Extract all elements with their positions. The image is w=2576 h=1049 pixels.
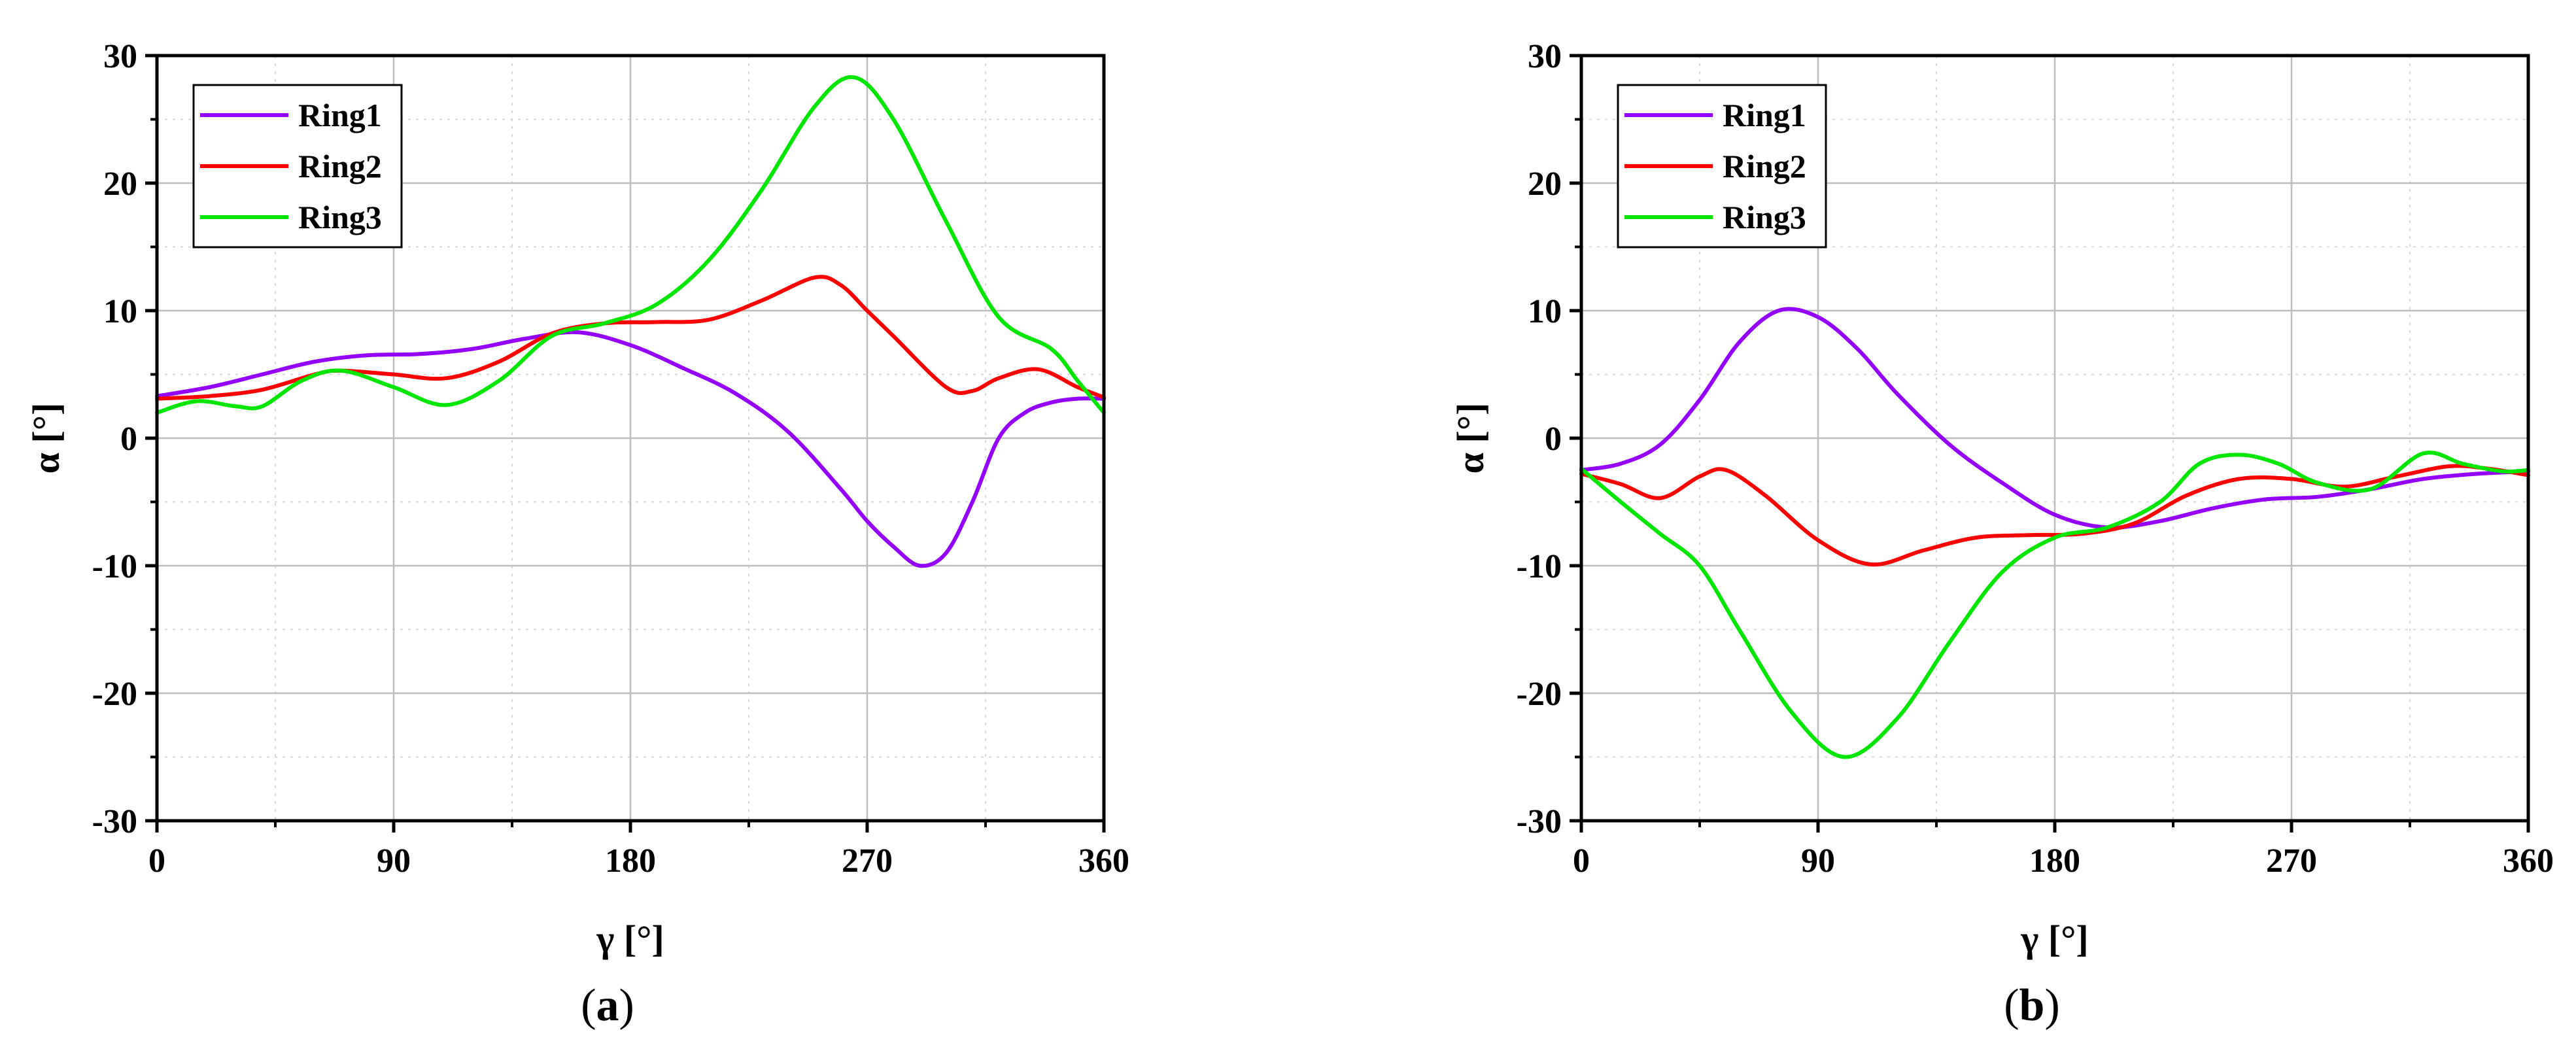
series-line-ring1 xyxy=(155,330,1106,568)
x-tick-label: 360 xyxy=(1078,842,1129,880)
x-tick-label: 180 xyxy=(605,842,656,880)
series-group xyxy=(155,75,1106,568)
y-tick-label: 30 xyxy=(103,38,137,75)
y-tick-label: -10 xyxy=(92,548,137,585)
x-axis-title: γ [°] xyxy=(2020,918,2088,960)
legend: Ring1 Ring2 Ring3 xyxy=(1617,84,1827,249)
panel-label: (a) xyxy=(581,980,634,1031)
series-line-ring3 xyxy=(1579,451,2530,759)
y-tick-label: -20 xyxy=(92,676,137,713)
y-tick-label: -30 xyxy=(92,803,137,840)
y-tick-label: 10 xyxy=(1528,293,1562,330)
x-tick-label: 270 xyxy=(2266,842,2317,880)
x-tick-label: 0 xyxy=(148,842,165,880)
x-tick-label: 0 xyxy=(1573,842,1590,880)
legend-label-ring3: Ring3 xyxy=(1723,199,1806,235)
y-axis-title: α [°] xyxy=(1449,403,1492,474)
chart-panel-b: 0 90 180 270 360 -30 -20 -10 0 10 20 30 γ [°] α [°] Ri… xyxy=(1449,38,2554,1031)
x-tick-label: 90 xyxy=(377,842,411,880)
y-tick-label: 20 xyxy=(103,165,137,203)
y-tick-label: -30 xyxy=(1517,803,1562,840)
series-group xyxy=(1579,307,2530,759)
y-tick-label: 10 xyxy=(103,293,137,330)
panel-label: (b) xyxy=(2004,980,2060,1031)
y-tick-label: 0 xyxy=(1545,421,1562,458)
legend: Ring1 Ring2 Ring3 xyxy=(192,84,403,249)
x-tick-label: 90 xyxy=(1801,842,1835,880)
y-tick-label: -10 xyxy=(1517,548,1562,585)
x-tick-label: 270 xyxy=(842,842,893,880)
x-tick-label: 180 xyxy=(2029,842,2080,880)
y-axis-title: α [°] xyxy=(25,403,67,474)
x-axis-title: γ [°] xyxy=(596,918,664,960)
y-tick-label: 0 xyxy=(120,421,137,458)
legend-label-ring1: Ring1 xyxy=(1723,97,1806,133)
x-tick-label: 360 xyxy=(2503,842,2554,880)
y-tick-label: 30 xyxy=(1528,38,1562,75)
legend-label-ring2: Ring2 xyxy=(298,148,382,184)
ticks: 0 90 180 270 360 -30 -20 -10 0 10 20 30 xyxy=(92,38,1129,880)
chart-panel-a: 0 90 180 270 360 -30 -20 -10 0 10 20 30 γ [°] α [°] Ri… xyxy=(25,38,1129,1031)
legend-label-ring3: Ring3 xyxy=(298,199,382,235)
legend-label-ring2: Ring2 xyxy=(1723,148,1806,184)
series-line-ring2 xyxy=(1579,464,2530,567)
ticks: 0 90 180 270 360 -30 -20 -10 0 10 20 30 xyxy=(1517,38,2554,880)
series-line-ring1 xyxy=(1579,307,2530,530)
y-tick-label: 20 xyxy=(1528,165,1562,203)
legend-label-ring1: Ring1 xyxy=(298,97,382,133)
series-line-ring3 xyxy=(155,75,1106,415)
y-tick-label: -20 xyxy=(1517,676,1562,713)
